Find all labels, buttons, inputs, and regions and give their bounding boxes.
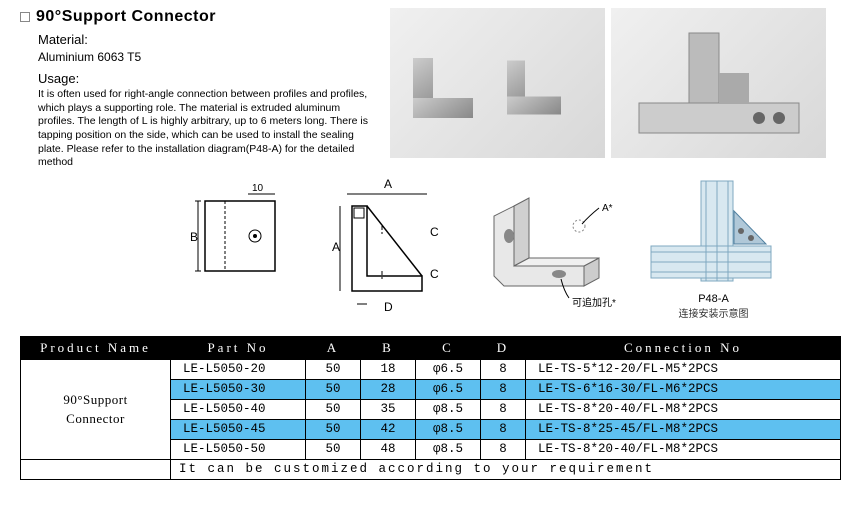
photo-row [390, 8, 826, 170]
header-row: 90°Support Connector [20, 8, 380, 26]
cell-d: 8 [481, 420, 526, 440]
th-conn: Connection No [526, 337, 841, 360]
cell-a: 50 [306, 440, 361, 460]
table-row: 90°SupportConnectorLE-L5050-205018φ6.58L… [21, 360, 841, 380]
usage-label: Usage: [38, 71, 380, 86]
cell-a: 50 [306, 420, 361, 440]
cell-d: 8 [481, 400, 526, 420]
dim-c2-label: C [430, 267, 439, 281]
material-value: Aluminium 6063 T5 [38, 49, 380, 65]
assembly-code: P48-A [698, 293, 729, 305]
iso-view-diagram: A* 可追加孔* [464, 176, 634, 316]
cell-conn: LE-TS-6*16-30/FL-M6*2PCS [526, 380, 841, 400]
cell-part: LE-L5050-45 [171, 420, 306, 440]
cell-conn: LE-TS-8*25-45/FL-M8*2PCS [526, 420, 841, 440]
cell-d: 8 [481, 360, 526, 380]
cell-part: LE-L5050-50 [171, 440, 306, 460]
side-view-diagram: A A C C D [312, 176, 452, 326]
front-view-diagram: B 10 [170, 176, 300, 306]
product-photo-1 [390, 8, 605, 158]
cell-b: 42 [361, 420, 416, 440]
empty-cell [21, 460, 171, 480]
bullet-check-icon [20, 12, 30, 22]
spec-table: Product Name Part No A B C D Connection … [20, 336, 841, 480]
cell-c: φ8.5 [416, 400, 481, 420]
assembly-diagram: P48-A 连接安装示意图 [646, 176, 781, 320]
dim-d-label: D [384, 300, 393, 314]
usage-text: It is often used for right-angle connect… [38, 88, 378, 170]
cell-c: φ8.5 [416, 420, 481, 440]
cell-b: 28 [361, 380, 416, 400]
cell-a: 50 [306, 400, 361, 420]
th-name: Product Name [21, 337, 171, 360]
main-title: 90°Support Connector [36, 8, 216, 26]
cell-conn: LE-TS-5*12-20/FL-M5*2PCS [526, 360, 841, 380]
cell-d: 8 [481, 440, 526, 460]
customize-row: It can be customized according to your r… [21, 460, 841, 480]
cell-part: LE-L5050-40 [171, 400, 306, 420]
top-section: 90°Support Connector Material: Aluminium… [20, 8, 841, 170]
assembly-photo-icon [629, 23, 809, 143]
customize-cell: It can be customized according to your r… [171, 460, 841, 480]
cell-c: φ8.5 [416, 440, 481, 460]
diagram-row: B 10 A A C C D [20, 176, 841, 326]
product-photo-2 [611, 8, 826, 158]
dim-a-side-label: A [332, 240, 340, 254]
a-star-label: A* [602, 203, 613, 214]
text-column: 90°Support Connector Material: Aluminium… [20, 8, 380, 170]
cell-a: 50 [306, 360, 361, 380]
bracket-icon [413, 48, 493, 118]
th-c: C [416, 337, 481, 360]
cell-part: LE-L5050-30 [171, 380, 306, 400]
cell-part: LE-L5050-20 [171, 360, 306, 380]
assembly-zh: 连接安装示意图 [679, 305, 749, 320]
cell-conn: LE-TS-8*20-40/FL-M8*2PCS [526, 440, 841, 460]
dim-b-label: B [190, 230, 198, 244]
cell-conn: LE-TS-8*20-40/FL-M8*2PCS [526, 400, 841, 420]
cell-a: 50 [306, 380, 361, 400]
dim-10-label: 10 [252, 183, 264, 194]
cell-c: φ6.5 [416, 360, 481, 380]
add-hole-label: 可追加孔* [572, 296, 616, 309]
material-label: Material: [38, 32, 380, 47]
th-b: B [361, 337, 416, 360]
product-name-cell: 90°SupportConnector [21, 360, 171, 460]
cell-c: φ6.5 [416, 380, 481, 400]
table-header-row: Product Name Part No A B C D Connection … [21, 337, 841, 360]
th-part: Part No [171, 337, 306, 360]
cell-d: 8 [481, 380, 526, 400]
th-d: D [481, 337, 526, 360]
cell-b: 35 [361, 400, 416, 420]
bracket-icon [507, 52, 579, 115]
cell-b: 18 [361, 360, 416, 380]
dim-c-label: C [430, 225, 439, 239]
dim-a-label: A [384, 177, 392, 191]
th-a: A [306, 337, 361, 360]
cell-b: 48 [361, 440, 416, 460]
